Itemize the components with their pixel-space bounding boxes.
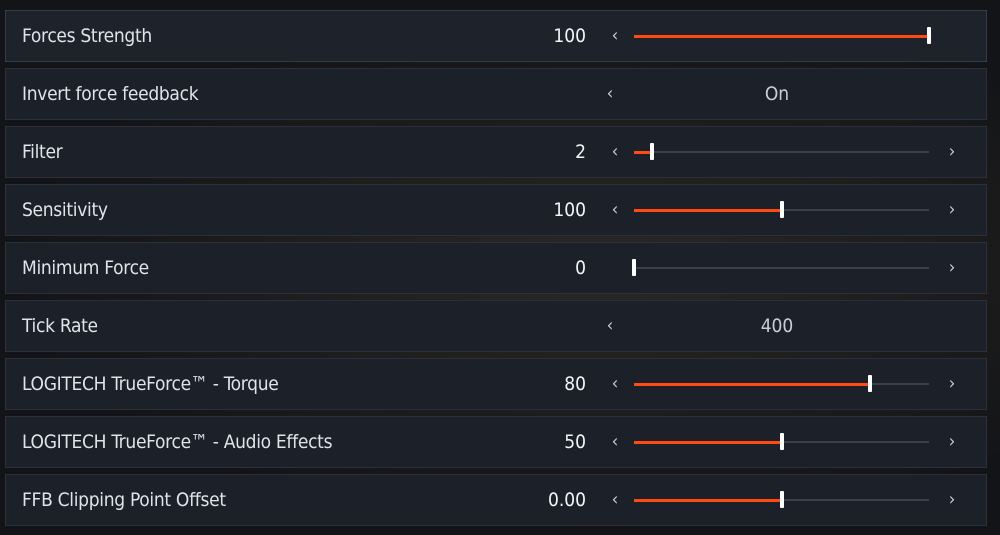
slider-track[interactable] — [634, 143, 929, 160]
setting-row-filter[interactable]: Filter 2 ‹ › — [5, 126, 987, 178]
chevron-right-icon[interactable]: › — [948, 373, 956, 394]
slider-thumb[interactable] — [868, 375, 872, 392]
setting-choice-value: On — [764, 83, 790, 105]
chevron-right-icon[interactable]: › — [948, 257, 956, 278]
slider-fill — [634, 440, 782, 444]
slider-thumb[interactable] — [779, 201, 784, 218]
chevron-left-icon[interactable]: ‹ — [611, 199, 619, 220]
setting-label: FFB Clipping Point Offset — [22, 489, 226, 511]
setting-row-invert-force-feedback[interactable]: Invert force feedback ‹ On — [5, 68, 987, 120]
slider-track[interactable] — [634, 433, 929, 450]
slider-thumb[interactable] — [779, 491, 784, 508]
chevron-left-icon[interactable]: ‹ — [611, 373, 619, 394]
setting-value: 0.00 — [547, 489, 586, 511]
setting-label: Invert force feedback — [22, 83, 199, 105]
slider-track[interactable] — [634, 491, 929, 508]
slider-track[interactable] — [634, 27, 931, 44]
setting-row-tick-rate[interactable]: Tick Rate ‹ 400 — [5, 300, 987, 352]
chevron-left-icon[interactable]: ‹ — [611, 489, 619, 510]
slider-track[interactable] — [634, 201, 929, 218]
setting-row-sensitivity[interactable]: Sensitivity 100 ‹ › — [5, 184, 987, 236]
chevron-left-icon[interactable]: ‹ — [611, 25, 619, 46]
setting-value: 100 — [553, 25, 586, 47]
slider-fill — [634, 382, 870, 386]
slider-fill — [634, 208, 782, 212]
setting-row-logitech-trueforce-audio-effects[interactable]: LOGITECH TrueForce™ - Audio Effects 50 ‹ › — [5, 416, 987, 468]
setting-row-minimum-force[interactable]: Minimum Force 0 › — [5, 242, 987, 294]
setting-label: Sensitivity — [22, 199, 108, 221]
chevron-right-icon[interactable]: › — [948, 489, 956, 510]
setting-label: LOGITECH TrueForce™ - Audio Effects — [22, 431, 333, 453]
slider-fill — [634, 150, 652, 154]
setting-row-forces-strength[interactable]: Forces Strength 100 ‹ — [5, 10, 987, 62]
slider-thumb[interactable] — [779, 433, 784, 450]
setting-value: 50 — [564, 431, 586, 453]
setting-label: Tick Rate — [22, 315, 98, 337]
chevron-right-icon[interactable]: › — [948, 199, 956, 220]
setting-label: Minimum Force — [22, 257, 149, 279]
chevron-right-icon[interactable]: › — [948, 141, 956, 162]
setting-value: 0 — [575, 257, 586, 279]
setting-value: 100 — [553, 199, 586, 221]
slider-thumb[interactable] — [632, 259, 636, 276]
setting-label: LOGITECH TrueForce™ - Torque — [22, 373, 279, 395]
chevron-right-icon[interactable]: › — [948, 431, 956, 452]
setting-label: Forces Strength — [22, 25, 152, 47]
setting-choice-value: 400 — [760, 315, 794, 337]
setting-row-logitech-trueforce-torque[interactable]: LOGITECH TrueForce™ - Torque 80 ‹ › — [5, 358, 987, 410]
chevron-left-icon[interactable]: ‹ — [611, 431, 619, 452]
slider-track[interactable] — [632, 259, 929, 276]
setting-label: Filter — [22, 141, 63, 163]
setting-value: 2 — [575, 141, 586, 163]
chevron-left-icon[interactable]: ‹ — [606, 315, 614, 336]
setting-value: 80 — [564, 373, 586, 395]
slider-thumb[interactable] — [927, 27, 931, 44]
slider-thumb[interactable] — [649, 143, 654, 160]
chevron-left-icon[interactable]: ‹ — [611, 141, 619, 162]
slider-fill — [634, 498, 782, 502]
slider-track[interactable] — [634, 375, 929, 392]
slider-fill — [634, 34, 929, 38]
setting-row-ffb-clipping-point-offset[interactable]: FFB Clipping Point Offset 0.00 ‹ › — [5, 474, 987, 526]
chevron-left-icon[interactable]: ‹ — [606, 83, 614, 104]
